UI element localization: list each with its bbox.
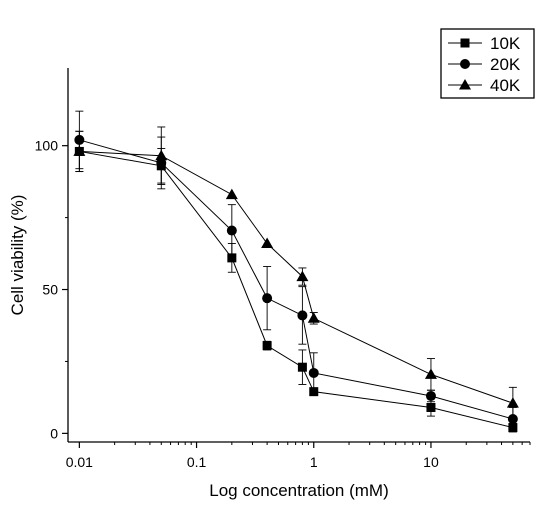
y-tick-label: 100 xyxy=(35,138,59,154)
legend: 10K 20K 40K xyxy=(440,28,535,99)
x-tick-label: 0.01 xyxy=(66,454,93,470)
series-line xyxy=(79,150,514,404)
data-point xyxy=(155,149,168,161)
data-point xyxy=(261,237,274,248)
series-layer xyxy=(73,110,519,433)
legend-label: 10K xyxy=(490,34,521,53)
data-point xyxy=(225,188,238,200)
legend-marker xyxy=(460,59,470,69)
y-tick-label: 50 xyxy=(42,282,58,298)
data-point xyxy=(262,293,273,304)
data-point xyxy=(297,310,308,321)
y-tick-label: 0 xyxy=(50,425,58,441)
data-point xyxy=(296,270,309,282)
data-point xyxy=(426,402,436,412)
data-point xyxy=(226,225,237,236)
legend-label: 20K xyxy=(490,55,521,74)
data-point xyxy=(73,145,86,156)
series-line xyxy=(79,139,514,420)
data-point xyxy=(307,312,320,323)
data-point xyxy=(227,253,237,263)
data-point xyxy=(506,397,519,408)
data-point xyxy=(297,362,307,372)
data-point xyxy=(308,367,319,378)
series-40K xyxy=(73,126,519,420)
series-line xyxy=(79,150,513,429)
legend-marker xyxy=(459,79,471,90)
series-10K xyxy=(74,130,518,433)
x-tick-label: 10 xyxy=(423,454,439,470)
y-axis-title: Cell viability (%) xyxy=(8,195,27,316)
legend-marker xyxy=(460,38,470,48)
data-point xyxy=(425,390,436,401)
x-tick-label: 0.1 xyxy=(187,454,207,470)
data-point xyxy=(262,341,272,351)
x-tick-label: 1 xyxy=(310,454,318,470)
legend-label: 40K xyxy=(490,76,521,95)
data-point xyxy=(424,368,437,379)
x-axis-title: Log concentration (mM) xyxy=(209,481,389,500)
